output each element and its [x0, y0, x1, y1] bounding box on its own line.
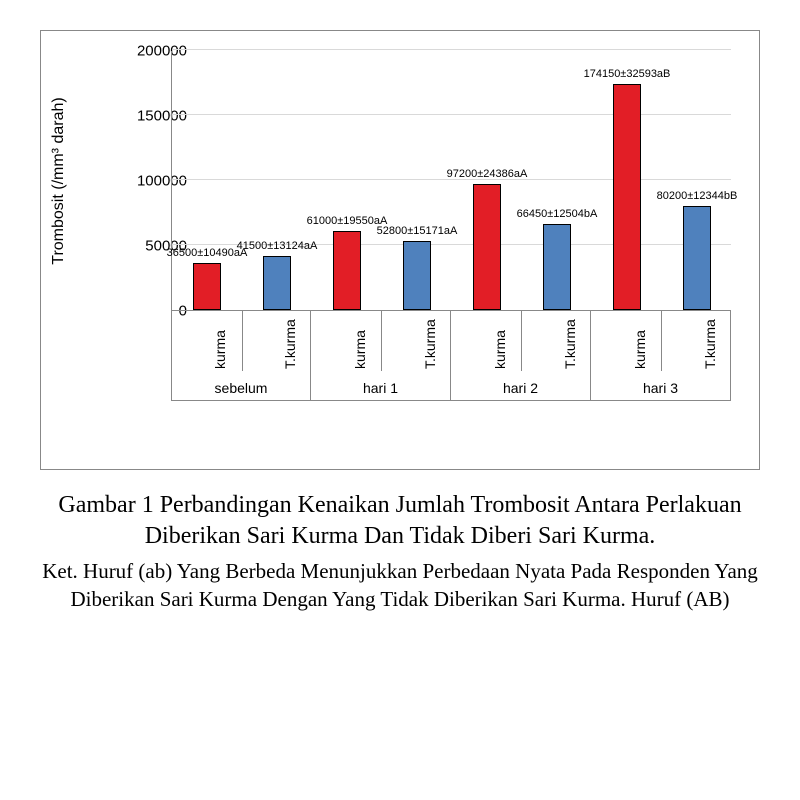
x-group-box: sebelum [171, 311, 311, 401]
bar-sebelum-T.kurma [263, 256, 291, 310]
x-group-label: hari 1 [311, 380, 450, 396]
figure-caption: Gambar 1 Perbandingan Kenaikan Jumlah Tr… [40, 490, 760, 552]
bar-value-label: 41500±13124aA [237, 240, 318, 252]
x-group-label: hari 3 [591, 380, 730, 396]
x-inner-divider [661, 311, 662, 371]
x-inner-divider [381, 311, 382, 371]
figure-note: Ket. Huruf (ab) Yang Berbeda Menunjukkan… [40, 558, 760, 613]
y-axis-label: Trombosit (/mm³ darah) [50, 97, 68, 264]
bar-value-label: 66450±12504bA [517, 208, 598, 220]
x-group-label: sebelum [172, 380, 310, 396]
bar-value-label: 80200±12344bB [657, 190, 738, 202]
x-group-box: hari 1 [311, 311, 451, 401]
x-group-box: hari 3 [591, 311, 731, 401]
gridline [172, 49, 731, 50]
bar-hari2-kurma [473, 184, 501, 310]
chart-container: Trombosit (/mm³ darah) 0 50000 100000 15… [40, 30, 760, 470]
bar-hari1-T.kurma [403, 241, 431, 310]
bar-hari2-T.kurma [543, 224, 571, 310]
gridline [172, 114, 731, 115]
bar-value-label: 52800±15171aA [377, 225, 458, 237]
x-group-label: hari 2 [451, 380, 590, 396]
bar-sebelum-kurma [193, 263, 221, 310]
bar-value-label: 174150±32593aB [584, 68, 671, 80]
x-group-box: hari 2 [451, 311, 591, 401]
bar-value-label: 97200±24386aA [447, 168, 528, 180]
plot-area: 36500±10490aA41500±13124aA61000±19550aA5… [171, 51, 731, 311]
bar-hari3-T.kurma [683, 206, 711, 310]
x-inner-divider [242, 311, 243, 371]
bar-hari1-kurma [333, 231, 361, 310]
bar-hari3-kurma [613, 84, 641, 310]
bar-value-label: 36500±10490aA [167, 247, 248, 259]
bar-value-label: 61000±19550aA [307, 215, 388, 227]
x-inner-divider [521, 311, 522, 371]
